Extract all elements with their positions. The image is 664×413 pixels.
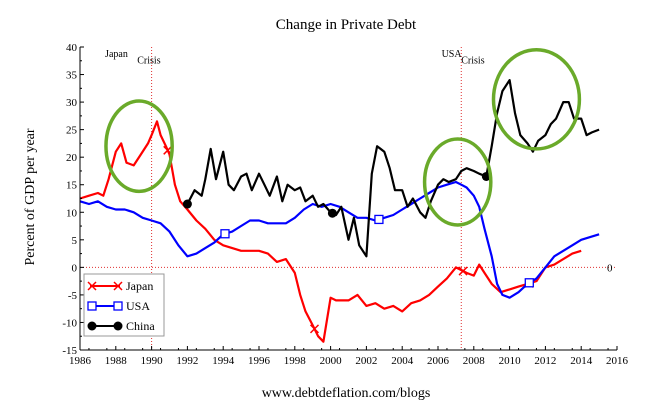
- highlight-circle: [422, 137, 493, 227]
- legend-label-usa: USA: [126, 299, 150, 313]
- y-axis-label: Percent of GDP per year: [23, 128, 38, 265]
- axes: 1986 1988 1990 1992 1994 1996 1998 2000 2002 2004…: [62, 42, 628, 367]
- japan-marker-stroke: [163, 145, 173, 155]
- y-tick-label: -15: [62, 345, 77, 357]
- x-tick-label: 2002: [355, 355, 377, 367]
- crisis-annotation: Crisis: [137, 56, 160, 67]
- x-tick-label: 2010: [499, 355, 522, 367]
- highlight-circle: [491, 48, 582, 151]
- x-tick-label: 1986: [69, 355, 92, 367]
- china-marker: [327, 208, 337, 218]
- highlight-circle: [104, 99, 174, 194]
- x-tick-label: 2016: [606, 355, 629, 367]
- legend-marker-japan: [113, 281, 123, 291]
- x-tick-label: 2000: [320, 355, 343, 367]
- y-tick-label: 0: [72, 262, 78, 274]
- y-tick-label: 10: [66, 207, 78, 219]
- legend-marker-japan-stroke: [87, 281, 97, 291]
- crisis-annotation: Crisis: [461, 56, 484, 67]
- y-tick-label: -5: [68, 290, 78, 302]
- y-tick-label: 35: [66, 70, 78, 82]
- japan-marker-stroke: [458, 266, 468, 276]
- china-marker: [182, 199, 192, 209]
- x-tick-label: 2014: [570, 355, 593, 367]
- y-tick-label: 5: [72, 235, 78, 247]
- usa-marker: [524, 278, 534, 288]
- y-tick-label: 20: [66, 152, 78, 164]
- legend-marker-japan: [87, 281, 97, 291]
- x-tick-label: 1998: [284, 355, 307, 367]
- zero-line-label: 0: [607, 262, 613, 274]
- legend-marker-japan-stroke: [113, 281, 123, 291]
- crisis-annotation: Japan: [105, 49, 128, 60]
- legend: Japan USA China: [83, 273, 165, 337]
- legend-marker-china: [87, 321, 97, 331]
- japan-marker: [309, 324, 320, 334]
- japan-marker-stroke: [309, 324, 320, 334]
- x-tick-label: 2004: [391, 355, 414, 367]
- highlight-circles: [104, 48, 582, 227]
- x-tick-label: 2008: [463, 355, 486, 367]
- y-tick-label: 15: [66, 180, 78, 192]
- x-tick-label: 2012: [534, 355, 556, 367]
- x-tick-label: 1990: [141, 355, 164, 367]
- x-tick-label: 2006: [427, 355, 450, 367]
- china-series-line: [186, 78, 600, 258]
- crisis-annotation: USA: [442, 49, 463, 60]
- x-tick-label: 1992: [176, 355, 198, 367]
- y-tick-label: 40: [66, 42, 78, 54]
- legend-marker-usa: [113, 301, 123, 311]
- x-tick-label: 1994: [212, 355, 235, 367]
- legend-marker-usa: [87, 301, 97, 311]
- usa-series-line: [79, 180, 600, 299]
- usa-marker: [220, 229, 230, 239]
- legend-label-china: China: [126, 319, 155, 333]
- y-tick-label: 25: [66, 125, 78, 137]
- chart-title: Change in Private Debt: [276, 17, 417, 33]
- y-tick-label: 30: [66, 97, 78, 109]
- x-tick-label: 1988: [105, 355, 128, 367]
- usa-marker: [374, 214, 384, 225]
- legend-label-japan: Japan: [126, 279, 153, 293]
- footer-url: www.debtdeflation.com/blogs: [262, 386, 431, 401]
- japan-marker: [458, 266, 468, 276]
- x-tick-label: 1996: [248, 355, 271, 367]
- legend-marker-china: [113, 321, 123, 331]
- y-tick-label: -10: [62, 317, 77, 329]
- series-lines: [79, 78, 600, 343]
